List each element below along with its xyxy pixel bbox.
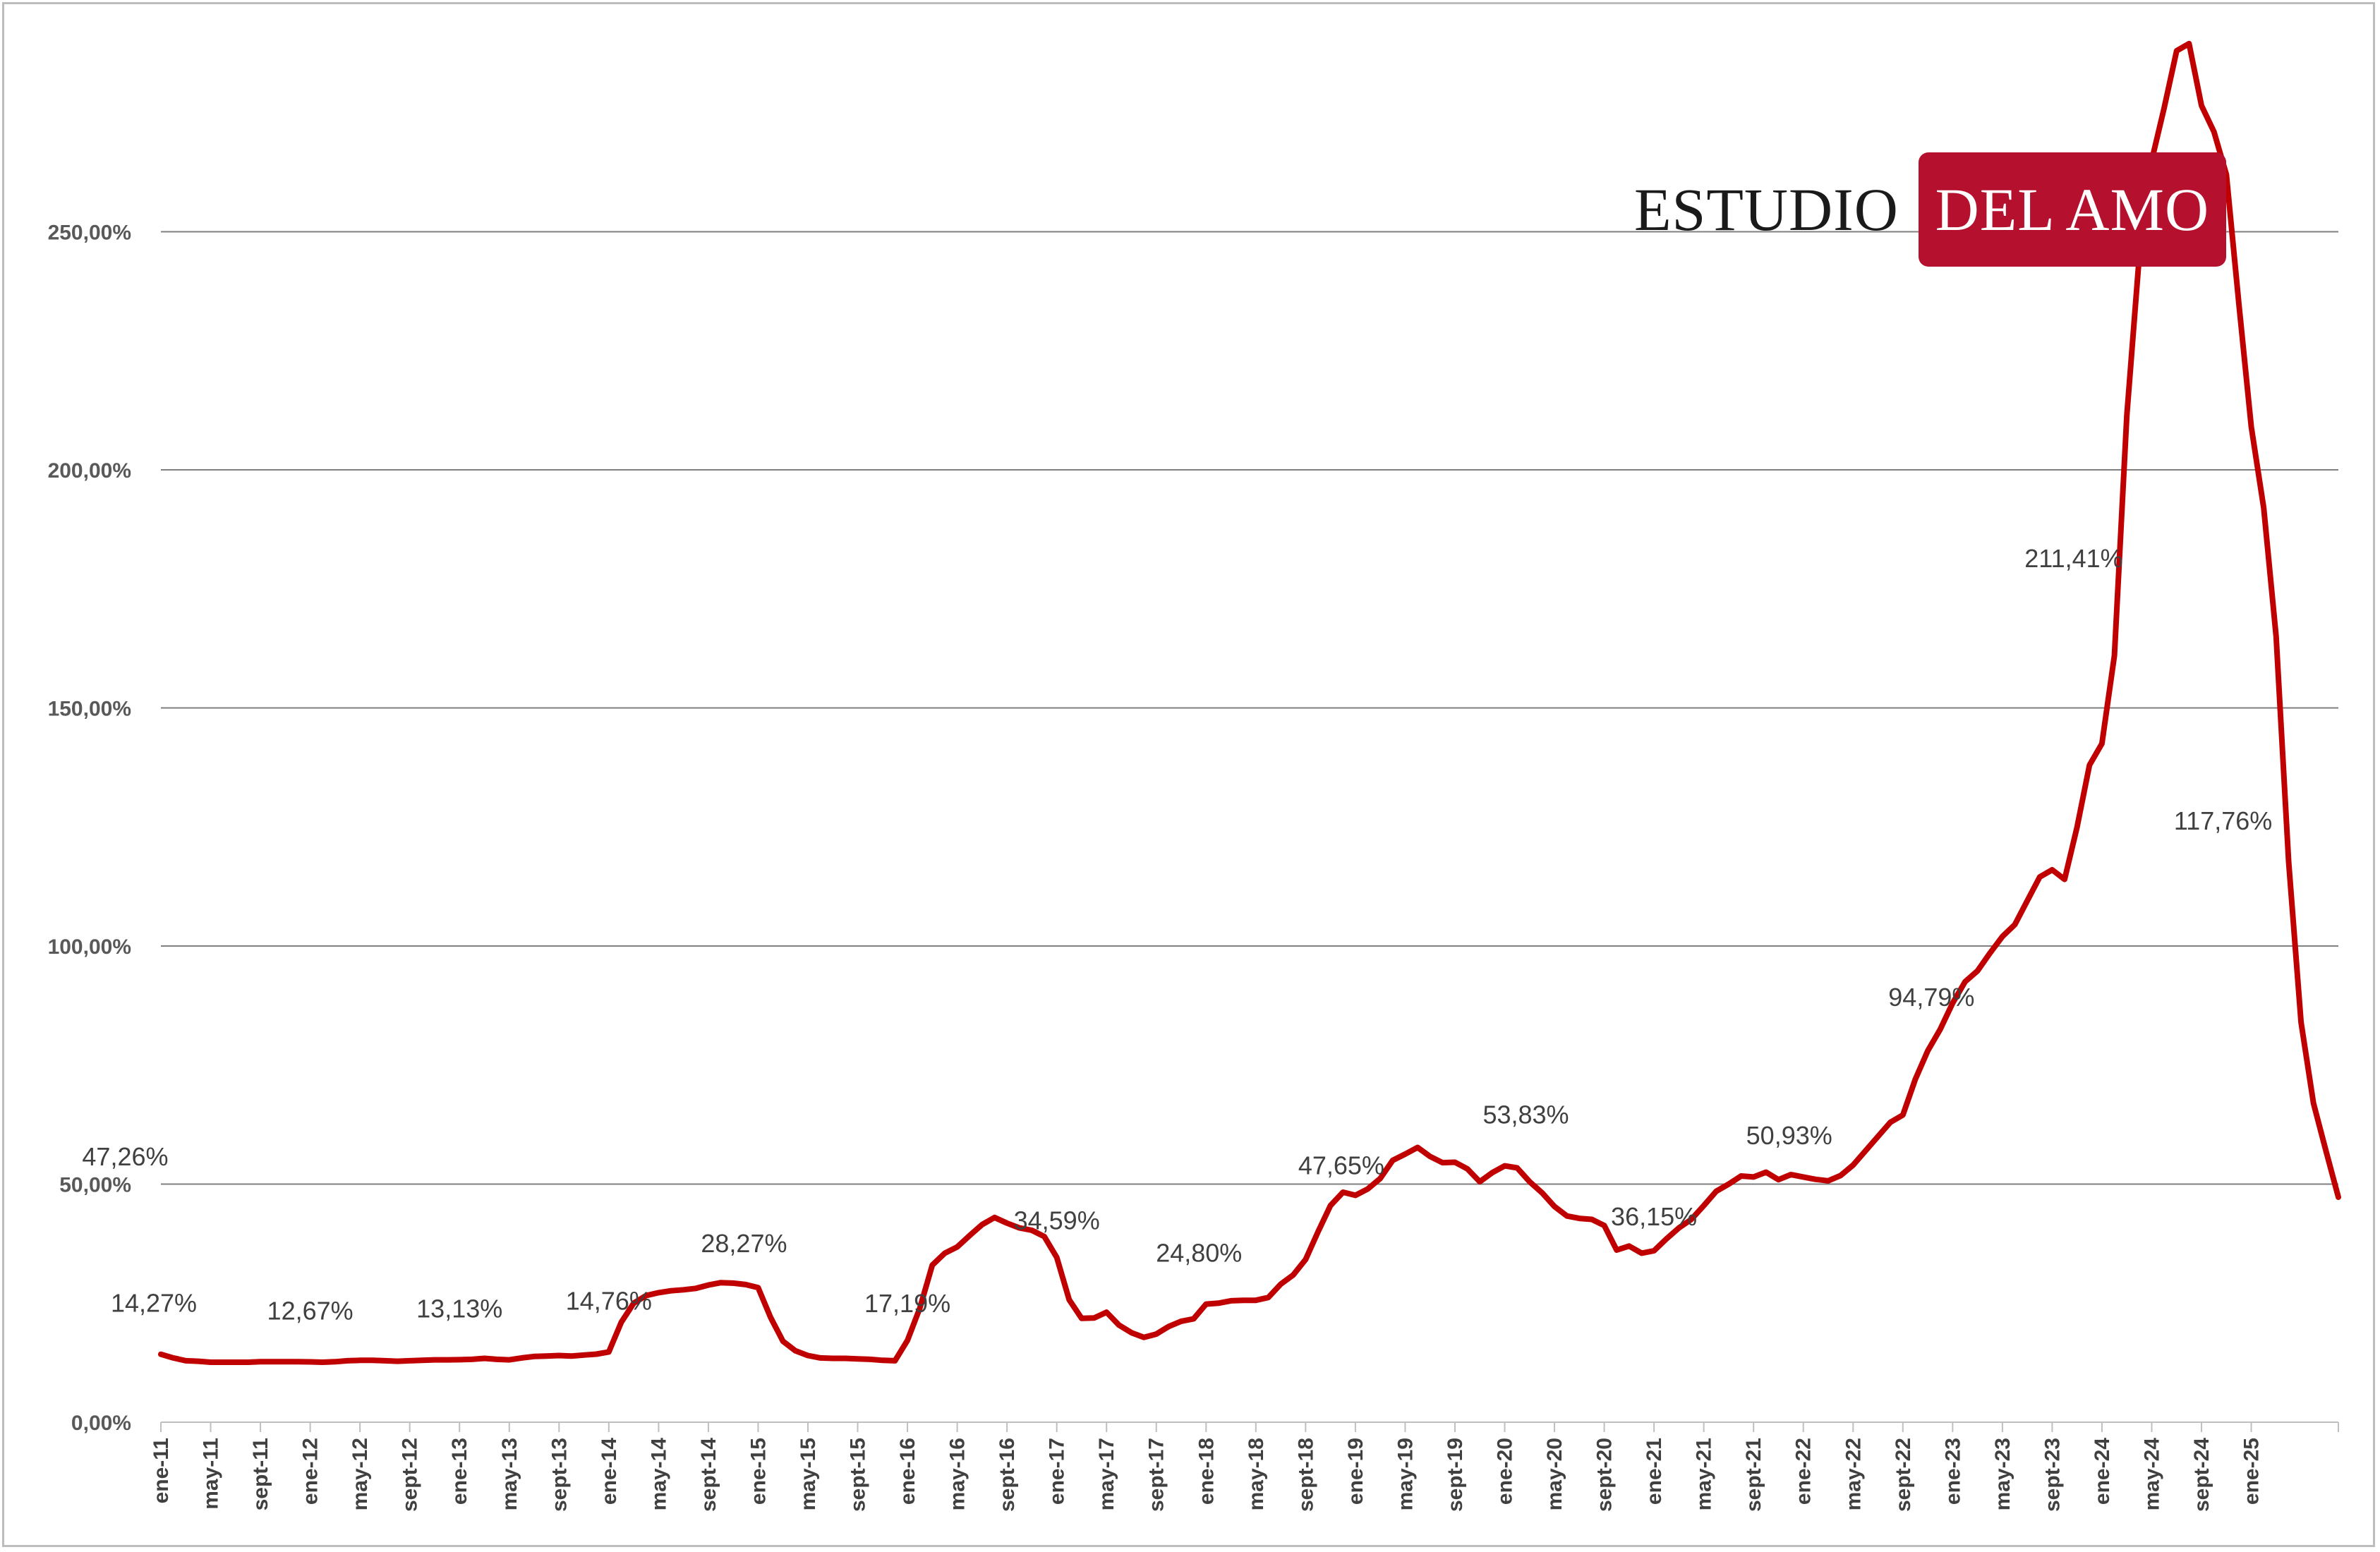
x-tick-label: may-21 — [1693, 1438, 1716, 1510]
x-tick-label: sept-20 — [1593, 1438, 1617, 1512]
x-tick-label: ene-21 — [1643, 1438, 1666, 1505]
x-tick-label: sept-24 — [2190, 1438, 2213, 1512]
logo-text-del-amo: DEL AMO — [1935, 176, 2210, 243]
x-tick-label: sept-18 — [1294, 1438, 1317, 1512]
x-tick-label: ene-11 — [150, 1438, 173, 1503]
x-tick-label: may-12 — [349, 1438, 372, 1510]
x-tick-label: sept-19 — [1444, 1438, 1467, 1512]
x-tick-label: ene-17 — [1046, 1438, 1069, 1505]
x-tick-label: ene-12 — [299, 1438, 322, 1505]
grid-lines — [161, 231, 2338, 1423]
data-label: 34,59% — [1014, 1206, 1100, 1235]
x-tick-label: may-23 — [1991, 1438, 2014, 1510]
x-tick-label: sept-15 — [847, 1438, 870, 1512]
x-tick-label: ene-20 — [1494, 1438, 1517, 1505]
x-tick-label: may-13 — [498, 1438, 521, 1510]
x-tick-label: sept-11 — [249, 1438, 272, 1510]
x-tick-label: may-15 — [797, 1438, 820, 1510]
x-tick-label: may-14 — [647, 1438, 670, 1511]
x-tick-label: ene-19 — [1344, 1438, 1367, 1505]
series-line-layer — [158, 40, 2341, 1365]
x-tick-label: ene-25 — [2240, 1438, 2264, 1505]
data-label: 47,26% — [82, 1142, 168, 1171]
x-tick-label: may-24 — [2140, 1438, 2163, 1511]
y-tick-label: 0,00% — [71, 1412, 131, 1435]
x-tick-label: sept-21 — [1742, 1438, 1765, 1512]
logo: ESTUDIO DEL AMO — [1634, 152, 2226, 267]
x-tick-label: may-20 — [1543, 1438, 1566, 1510]
series-line — [158, 40, 2341, 1365]
x-tick-label: may-19 — [1394, 1438, 1417, 1510]
x-tick-label: sept-13 — [548, 1438, 571, 1512]
logo-text-estudio: ESTUDIO — [1634, 176, 1899, 243]
x-tick-label: may-17 — [1095, 1438, 1118, 1510]
x-tick-label: may-11 — [200, 1438, 223, 1510]
x-tick-label: ene-15 — [747, 1438, 770, 1505]
data-label: 12,67% — [267, 1296, 354, 1325]
y-tick-label: 50,00% — [59, 1174, 131, 1197]
x-tick-label: ene-24 — [2091, 1438, 2114, 1505]
x-tick-label: sept-12 — [399, 1438, 422, 1512]
data-label: 28,27% — [701, 1229, 787, 1258]
x-tick-label: ene-22 — [1792, 1438, 1816, 1505]
y-tick-label: 200,00% — [48, 459, 131, 483]
data-label: 14,27% — [111, 1289, 197, 1318]
x-axis-ticks: ene-11 may-11 sept-11 ene-12 may-12 sept-12 en… — [150, 1422, 2339, 1512]
x-tick-label: sept-17 — [1145, 1438, 1168, 1512]
data-labels: 14,27% 12,67% 13,13% 14,76% 28,27% 17,19% 34,5… — [82, 544, 2272, 1325]
y-tick-label: 100,00% — [48, 935, 131, 959]
data-label: 53,83% — [1482, 1101, 1569, 1129]
x-tick-label: may-22 — [1842, 1438, 1865, 1510]
data-label: 117,76% — [2174, 806, 2272, 835]
data-label: 14,76% — [566, 1286, 652, 1315]
data-label: 50,93% — [1746, 1121, 1832, 1150]
data-label: 24,80% — [1156, 1239, 1242, 1268]
data-label: 36,15% — [1611, 1202, 1697, 1231]
x-tick-label: ene-14 — [598, 1438, 621, 1505]
x-tick-label: ene-16 — [896, 1438, 919, 1505]
x-tick-label: sept-22 — [1892, 1438, 1915, 1512]
y-tick-label: 150,00% — [48, 698, 131, 721]
x-tick-label: sept-16 — [996, 1438, 1019, 1512]
y-axis-ticks: 0,00% 50,00% 100,00% 150,00% 200,00% 250,00% — [48, 222, 131, 1436]
data-label: 13,13% — [416, 1294, 502, 1323]
y-tick-label: 250,00% — [48, 222, 131, 245]
data-label: 17,19% — [864, 1289, 950, 1318]
x-tick-label: ene-23 — [1941, 1438, 1964, 1505]
x-tick-label: ene-18 — [1195, 1438, 1218, 1505]
data-label: 47,65% — [1298, 1151, 1384, 1180]
x-tick-label: ene-13 — [448, 1438, 471, 1505]
logo-badge-del-amo: DEL AMO — [1918, 152, 2226, 267]
data-label: 211,41% — [2024, 544, 2122, 573]
x-tick-label: may-16 — [946, 1438, 969, 1510]
x-tick-label: sept-23 — [2041, 1438, 2064, 1512]
x-tick-label: sept-14 — [697, 1438, 720, 1512]
line-chart: 0,00%50,00%100,00%150,00%200,00%250,00% … — [48, 40, 2341, 1512]
data-label: 94,79% — [1888, 983, 1974, 1012]
x-tick-label: may-18 — [1245, 1438, 1268, 1510]
